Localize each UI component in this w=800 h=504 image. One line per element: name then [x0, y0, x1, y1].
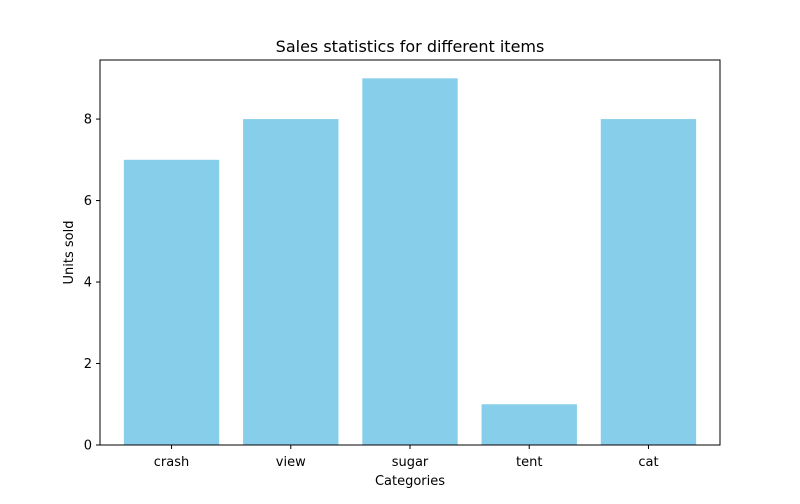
y-axis-label: Units sold — [62, 221, 77, 285]
x-axis-ticks: crash view sugar tent cat — [154, 445, 659, 470]
y-tick-label: 6 — [84, 194, 92, 209]
x-tick-label: cat — [638, 455, 658, 470]
bar-sugar — [362, 78, 458, 445]
chart-title: Sales statistics for different items — [276, 37, 545, 56]
bars-layer — [123, 78, 697, 446]
y-axis-ticks: 0 2 4 6 8 — [84, 113, 100, 454]
bar-crash — [123, 159, 220, 445]
bar-cat — [600, 119, 697, 446]
y-tick-label: 4 — [84, 276, 92, 291]
x-tick-label: crash — [154, 455, 189, 470]
bar-tent — [481, 404, 577, 445]
x-tick-label: sugar — [392, 455, 429, 470]
plot-frame — [99, 59, 721, 446]
x-tick-label: view — [276, 455, 306, 470]
y-tick-label: 2 — [84, 357, 92, 372]
x-axis-label: Categories — [375, 474, 445, 489]
y-tick-label: 8 — [84, 113, 92, 128]
y-tick-label: 0 — [84, 439, 92, 454]
bar-view — [243, 119, 339, 446]
x-tick-label: tent — [516, 455, 542, 470]
